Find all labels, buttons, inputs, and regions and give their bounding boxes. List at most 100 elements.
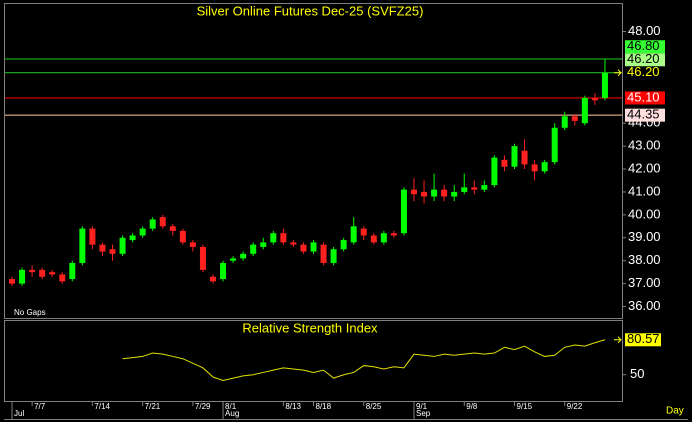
candle-body: [39, 269, 46, 277]
chart-title: Silver Online Futures Dec-25 (SVFZ25): [197, 3, 424, 18]
candle-body: [119, 237, 126, 254]
candle-body: [89, 228, 96, 245]
candle-body: [591, 97, 598, 101]
candle-body: [19, 269, 26, 284]
candle-body: [320, 244, 327, 263]
x-tick-label: 7/21: [145, 402, 161, 411]
level-box: [625, 108, 665, 122]
candle-body: [300, 244, 307, 252]
level-box: [625, 53, 665, 67]
x-tick-label: 8/25: [366, 402, 382, 411]
month-label: Jul: [14, 409, 24, 418]
candle-body: [49, 272, 56, 275]
candle-body: [370, 235, 377, 243]
candle-body: [601, 72, 608, 98]
candle-body: [340, 240, 347, 250]
candle-body: [280, 233, 287, 243]
y-tick-label: 38.00: [628, 252, 661, 267]
candle-body: [481, 185, 488, 190]
candle-body: [260, 242, 267, 247]
x-axis-label: Day: [666, 406, 684, 417]
candle-body: [360, 228, 367, 236]
note: No Gaps: [14, 308, 46, 317]
month-label: Sep: [416, 409, 431, 418]
x-tick-label: 7/29: [195, 402, 211, 411]
candle-body: [581, 97, 588, 124]
y-tick-label: 40.00: [628, 206, 661, 221]
candle-body: [491, 157, 498, 186]
x-tick-label: 8/18: [316, 402, 332, 411]
last-price-label: 46.20: [627, 64, 660, 79]
x-tick-label: 9/8: [466, 402, 478, 411]
x-tick-label: 9/15: [517, 402, 533, 411]
candle-body: [159, 217, 166, 227]
y-tick-label: 48.00: [628, 23, 661, 38]
candle-body: [199, 246, 206, 270]
candle-body: [411, 189, 417, 195]
candle-body: [400, 189, 407, 234]
candle-body: [551, 127, 558, 163]
level-label: 44.35: [627, 107, 660, 122]
level-label: 46.80: [627, 38, 660, 53]
candle-body: [129, 235, 136, 241]
level-box: [625, 91, 665, 105]
candle-body: [240, 253, 247, 259]
candle-body: [471, 187, 478, 190]
candle-body: [380, 233, 387, 243]
candle-body: [9, 279, 15, 284]
last-price-arrow: [614, 69, 622, 77]
x-tick-label: 8/1: [225, 402, 237, 411]
candle-body: [220, 262, 227, 280]
rsi-last-arrow: [614, 336, 622, 344]
rsi-last-box: [625, 333, 661, 347]
candle-body: [390, 233, 397, 236]
candle-body: [189, 242, 196, 247]
candle-body: [431, 189, 438, 197]
candle-body: [561, 116, 568, 128]
rsi-line: [122, 339, 606, 381]
candle-body: [441, 189, 448, 197]
candle-body: [69, 262, 76, 280]
candle-body: [501, 159, 508, 167]
candle-body: [250, 244, 257, 254]
x-tick-label: 7/7: [34, 402, 46, 411]
rsi-last-label: 80.57: [627, 331, 660, 346]
rsi-panel: [4, 320, 623, 402]
candle-body: [230, 258, 237, 261]
candle-body: [59, 274, 66, 282]
candle-body: [169, 226, 176, 231]
candle-body: [99, 244, 106, 252]
x-tick-label: 9/22: [567, 402, 583, 411]
candle-body: [179, 230, 186, 243]
candle-body: [451, 191, 458, 197]
y-tick-label: 43.00: [628, 138, 661, 153]
candle-body: [350, 226, 357, 243]
x-tick-label: 9/1: [416, 402, 428, 411]
candle-body: [541, 162, 548, 172]
y-tick-label: 37.00: [628, 275, 661, 290]
level-box: [625, 40, 665, 54]
price-panel: [4, 3, 623, 319]
candle-body: [210, 276, 216, 282]
y-tick-label: 41.00: [628, 183, 661, 198]
rsi-title: Relative Strength Index: [242, 320, 378, 335]
candle-body: [511, 146, 518, 167]
candle-body: [521, 150, 528, 165]
y-tick-label: 39.00: [628, 229, 661, 244]
candle-body: [310, 242, 317, 252]
candle-body: [531, 164, 538, 172]
candle-body: [270, 233, 277, 243]
level-label: 46.20: [627, 51, 660, 66]
candle-body: [461, 187, 468, 192]
y-tick-label: 42.00: [628, 160, 661, 175]
x-tick-label: 7/14: [94, 402, 110, 411]
candle-body: [421, 191, 428, 197]
level-label: 45.10: [627, 89, 660, 104]
candle-body: [149, 219, 156, 229]
candle-body: [571, 116, 578, 121]
candle-body: [330, 249, 337, 263]
candle-body: [29, 269, 36, 273]
